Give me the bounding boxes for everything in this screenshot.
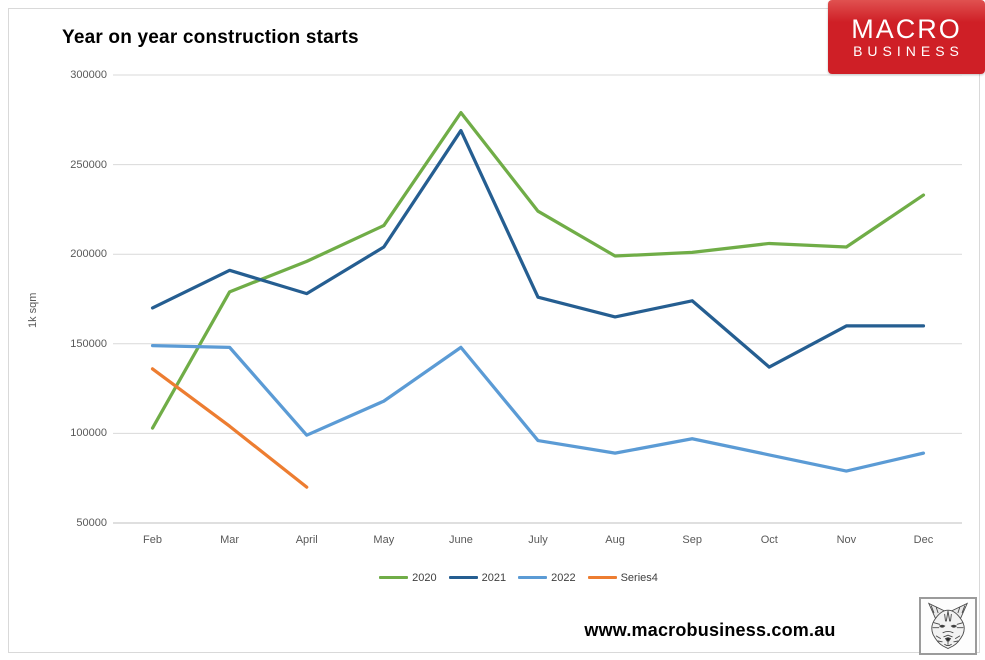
legend-item-2022: 2022 [518,571,576,584]
chart-border-frame [8,8,980,653]
y-axis-tick-label: 200000 [70,248,107,261]
x-axis-tick-label: Dec [913,534,934,546]
y-axis-tick-label: 300000 [70,69,107,81]
wolf-logo-icon [919,597,977,655]
x-axis-tick-label: Aug [605,534,625,546]
legend-item-Series4: Series4 [587,571,658,584]
y-axis-tick-label: 150000 [70,337,107,350]
series-line-2020 [150,111,926,430]
legend-label: 2021 [481,571,507,584]
series-line-2022 [150,343,926,473]
y-axis-tick-label: 50000 [76,517,107,529]
legend-swatch-icon [518,576,548,579]
legend-item-2021: 2021 [448,571,507,584]
wolf-sketch [927,602,969,650]
legend-item-2020: 2020 [379,571,437,584]
website-url: www.macrobusiness.com.au [584,620,836,640]
x-axis-tick-label: Feb [143,534,163,546]
logo-text-macro: MACRO [851,14,962,44]
legend-swatch-icon [448,576,478,579]
logo-text-business: BUSINESS [853,43,964,59]
x-axis-tick-label: Nov [836,534,857,546]
chart-title: Year on year construction starts [62,27,359,48]
x-axis-tick-label: July [528,534,548,546]
legend-swatch-icon [379,576,409,579]
x-axis-tick-label: June [448,534,473,546]
series-line-Series4 [150,367,309,489]
series-line-2021 [150,128,926,369]
x-axis-tick-label: Oct [760,534,778,546]
legend-label: Series4 [620,571,658,584]
x-axis-tick-label: April [295,534,318,546]
macrobusiness-logo: MACRO BUSINESS [828,0,985,74]
x-axis-tick-label: Sep [682,534,702,546]
y-axis-tick-label: 250000 [70,158,107,171]
legend-swatch-icon [587,576,617,579]
x-axis-tick-label: Mar [220,534,240,546]
legend-label: 2022 [551,571,576,584]
x-axis-tick-label: May [373,534,395,546]
y-axis-tick-label: 100000 [70,427,107,440]
legend-label: 2020 [412,571,437,584]
chart-legend: 2020 2021 2022 Series4 [26,570,985,585]
